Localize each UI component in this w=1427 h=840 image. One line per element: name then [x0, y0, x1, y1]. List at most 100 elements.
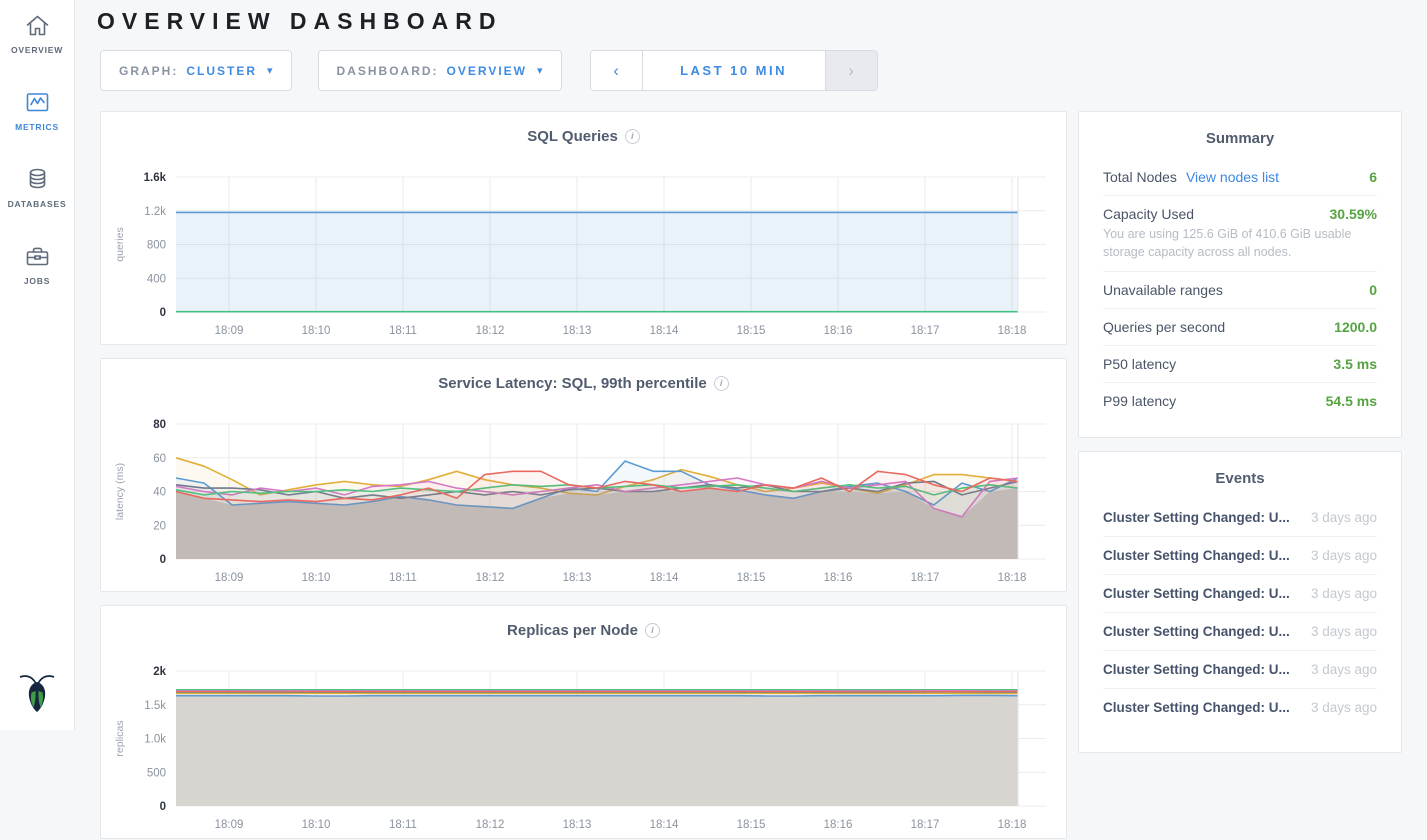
chart-title: Replicas per Node: [507, 622, 638, 639]
svg-text:18:17: 18:17: [911, 819, 940, 831]
view-nodes-list-link[interactable]: View nodes list: [1185, 169, 1280, 185]
svg-text:40: 40: [153, 487, 166, 499]
svg-text:18:17: 18:17: [911, 325, 940, 337]
summary-value: 54.5 ms: [1325, 393, 1377, 410]
database-icon: [29, 168, 45, 189]
summary-title: Summary: [1205, 130, 1275, 147]
svg-text:60: 60: [153, 453, 166, 465]
cockroachdb-logo[interactable]: [16, 669, 58, 722]
chevron-left-icon: ‹: [613, 60, 619, 80]
chart-title: SQL Queries: [527, 128, 618, 145]
event-timestamp: 3 days ago: [1310, 700, 1377, 715]
sidebar-item-label: OVERVIEW: [10, 45, 64, 55]
summary-description: You are using 125.6 GiB of 410.6 GiB usa…: [1103, 227, 1352, 260]
summary-label: Capacity Used: [1103, 206, 1195, 222]
svg-text:queries: queries: [114, 227, 126, 261]
event-message-link[interactable]: Cluster Setting Changed: U...: [1103, 586, 1290, 601]
svg-text:2k: 2k: [153, 666, 166, 678]
svg-text:18:13: 18:13: [563, 325, 592, 337]
svg-text:18:14: 18:14: [650, 572, 679, 584]
sidebar-item-overview[interactable]: OVERVIEW: [0, 12, 75, 55]
svg-text:0: 0: [160, 307, 166, 319]
summary-row: P99 latency 54.5 ms: [1103, 382, 1377, 419]
time-range-prev-button[interactable]: ‹: [590, 51, 643, 90]
summary-value: 6: [1369, 169, 1377, 185]
svg-text:18:13: 18:13: [563, 819, 592, 831]
event-timestamp: 3 days ago: [1310, 624, 1377, 639]
dashboard-selector-label: DASHBOARD:: [336, 63, 439, 78]
replicas-per-node-chart-plot[interactable]: 0 500 1.0k 1.5k 2k 18:09 18:10 18:11 18:12 18:13 1…: [101, 606, 1068, 840]
graph-selector-dropdown[interactable]: GRAPH: CLUSTER ▾: [100, 50, 292, 91]
svg-text:1.6k: 1.6k: [144, 172, 167, 184]
svg-text:1.5k: 1.5k: [144, 700, 166, 712]
info-icon[interactable]: i: [624, 129, 640, 144]
event-rows: Cluster Setting Changed: U... 3 days ago C…: [1103, 499, 1377, 726]
sql-queries-chart-plot[interactable]: 0 400 800 1.2k 1.6k 18:09 18:10 18:11 18:12 18:13…: [101, 112, 1068, 346]
sidebar: OVERVIEW METRICS DATABASES JOBS: [0, 0, 75, 730]
summary-label: Total Nodes: [1103, 169, 1177, 185]
dashboard-selector-dropdown[interactable]: DASHBOARD: OVERVIEW ▾: [317, 50, 562, 91]
sidebar-item-jobs[interactable]: JOBS: [0, 243, 75, 286]
svg-text:18:13: 18:13: [563, 572, 592, 584]
event-timestamp: 3 days ago: [1310, 510, 1377, 525]
service-latency-chart-plot[interactable]: 0 20 40 60 80 18:09 18:10 18:11 18:12 18:13 18:14 1…: [101, 359, 1068, 593]
time-range-next-button[interactable]: ›: [824, 51, 877, 90]
info-icon[interactable]: i: [713, 376, 729, 391]
events-panel: Events Cluster Setting Changed: U... 3 da…: [1078, 451, 1402, 753]
event-message-link[interactable]: Cluster Setting Changed: U...: [1103, 624, 1290, 639]
event-row: Cluster Setting Changed: U... 3 days ago: [1103, 574, 1377, 612]
events-title: Events: [1215, 470, 1265, 487]
svg-text:18:11: 18:11: [389, 819, 417, 831]
svg-text:18:12: 18:12: [476, 819, 505, 831]
event-message-link[interactable]: Cluster Setting Changed: U...: [1103, 548, 1290, 563]
cockroach-icon: [19, 675, 55, 712]
sidebar-item-metrics[interactable]: METRICS: [0, 89, 75, 132]
summary-value: 1200.0: [1334, 319, 1377, 336]
sql-queries-chart-card: SQL Queries i 0 400 800 1.2k 1.6k 18:09 18:10 1…: [100, 111, 1067, 345]
event-timestamp: 3 days ago: [1310, 662, 1377, 677]
event-message-link[interactable]: Cluster Setting Changed: U...: [1103, 662, 1290, 677]
summary-value: 0: [1369, 282, 1377, 299]
summary-panel: Summary Total Nodes View nodes list 6 Capac…: [1078, 111, 1402, 438]
svg-text:18:15: 18:15: [737, 325, 766, 337]
svg-text:18:15: 18:15: [737, 572, 766, 584]
time-range-selector: ‹ LAST 10 MIN ›: [589, 50, 878, 91]
summary-label: Queries per second: [1103, 319, 1226, 336]
svg-text:18:11: 18:11: [389, 572, 417, 584]
svg-text:18:10: 18:10: [302, 572, 331, 584]
summary-label: Unavailable ranges: [1103, 282, 1223, 299]
summary-row: Queries per second 1200.0: [1103, 308, 1377, 345]
summary-rows: Total Nodes View nodes list 6 Capacity Used…: [1103, 159, 1377, 419]
event-message-link[interactable]: Cluster Setting Changed: U...: [1103, 510, 1290, 525]
summary-label: P50 latency: [1103, 356, 1177, 373]
svg-text:replicas: replicas: [114, 720, 126, 756]
chart-title: Service Latency: SQL, 99th percentile: [438, 375, 707, 392]
summary-value: 3.5 ms: [1333, 356, 1377, 373]
chevron-down-icon: ▾: [267, 65, 273, 77]
summary-value: 30.59%: [1329, 206, 1377, 222]
summary-row: Total Nodes View nodes list 6: [1103, 159, 1377, 195]
svg-text:18:16: 18:16: [824, 819, 853, 831]
event-message-link[interactable]: Cluster Setting Changed: U...: [1103, 700, 1290, 715]
info-icon[interactable]: i: [644, 623, 660, 638]
sidebar-item-databases[interactable]: DATABASES: [0, 166, 75, 209]
dashboard-controls: GRAPH: CLUSTER ▾ DASHBOARD: OVERVIEW ▾ ‹…: [100, 50, 878, 91]
svg-text:1.2k: 1.2k: [144, 206, 166, 218]
replicas-per-node-chart-card: Replicas per Node i 0 500 1.0k 1.5k 2k 18:09 1…: [100, 605, 1067, 839]
svg-text:18:10: 18:10: [302, 325, 331, 337]
svg-text:18:18: 18:18: [998, 819, 1027, 831]
svg-text:18:18: 18:18: [998, 572, 1027, 584]
time-range-label-button[interactable]: LAST 10 MIN: [642, 51, 825, 90]
service-latency-chart-card: Service Latency: SQL, 99th percentile i …: [100, 358, 1067, 592]
dashboard-selector-value: OVERVIEW: [446, 63, 528, 78]
svg-text:18:09: 18:09: [215, 325, 244, 337]
sidebar-item-label: DATABASES: [7, 199, 67, 209]
svg-text:500: 500: [147, 767, 166, 779]
event-row: Cluster Setting Changed: U... 3 days ago: [1103, 688, 1377, 726]
svg-text:0: 0: [160, 554, 166, 566]
metrics-icon: [26, 93, 48, 112]
graph-selector-label: GRAPH:: [119, 63, 179, 78]
svg-text:20: 20: [153, 520, 166, 532]
svg-text:18:16: 18:16: [824, 325, 853, 337]
